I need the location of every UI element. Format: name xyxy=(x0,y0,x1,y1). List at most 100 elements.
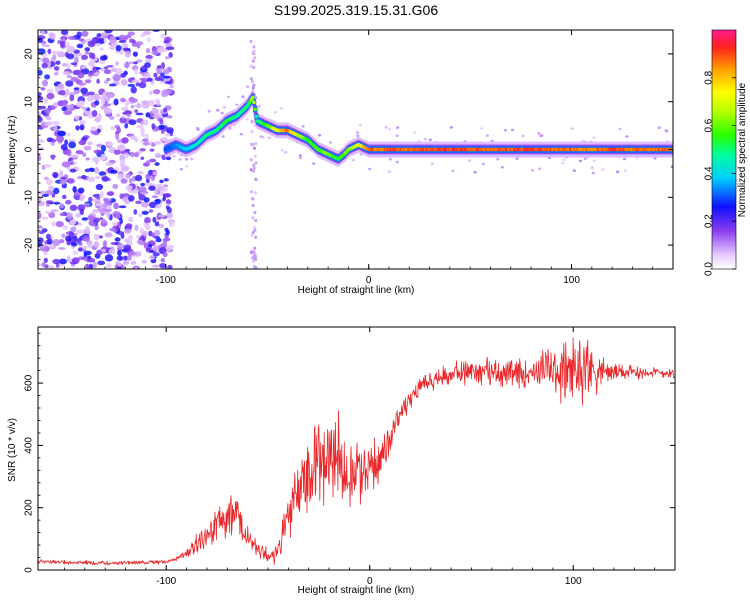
noise-blob xyxy=(74,69,82,73)
noise-blob xyxy=(95,202,102,207)
noise-blob xyxy=(76,31,82,38)
noise-blob xyxy=(78,100,85,107)
noise-blob xyxy=(163,178,169,182)
noise-blob xyxy=(81,30,89,37)
noise-blob xyxy=(312,162,316,165)
noise-blob xyxy=(165,245,173,252)
noise-blob xyxy=(66,178,75,184)
noise-blob xyxy=(43,250,48,256)
noise-blob xyxy=(110,126,115,130)
spectrogram-ylabel: Frequency (Hz) xyxy=(7,116,18,185)
noise-blob xyxy=(81,136,88,141)
snr-frame xyxy=(37,326,676,571)
noise-blob xyxy=(279,107,284,110)
noise-blob xyxy=(146,48,151,54)
noise-blob xyxy=(301,125,305,128)
noise-blob xyxy=(122,255,128,261)
noise-blob xyxy=(87,40,96,48)
y-tick-label: 20 xyxy=(24,48,35,60)
noise-blob xyxy=(69,161,74,165)
noise-blob xyxy=(251,86,255,90)
noise-blob xyxy=(119,116,127,124)
snr-panel: -100 0 100 0 200 400 600 Height of straight li… xyxy=(7,326,676,596)
noise-blob xyxy=(601,168,605,171)
noise-blob xyxy=(254,177,258,182)
noise-blob xyxy=(591,171,595,175)
noise-blob xyxy=(151,232,156,238)
noise-blob xyxy=(136,125,144,129)
noise-blob xyxy=(249,64,253,68)
noise-blob xyxy=(38,231,45,235)
noise-blob xyxy=(93,93,101,101)
noise-blob xyxy=(168,221,175,228)
noise-blob xyxy=(81,174,87,180)
noise-blob xyxy=(117,144,126,152)
noise-blob xyxy=(298,154,303,157)
y-tick-label: 0 xyxy=(24,146,35,152)
noise-blob xyxy=(151,107,157,114)
colorbar-tick-label: 0.2 xyxy=(704,214,715,228)
noise-blob xyxy=(100,105,107,110)
noise-blob xyxy=(252,52,256,56)
noise-blob xyxy=(136,235,141,239)
noise-blob xyxy=(77,247,83,252)
noise-blob xyxy=(117,261,122,267)
noise-blob xyxy=(140,127,145,134)
noise-blob xyxy=(106,263,112,269)
noise-blob xyxy=(106,211,111,219)
noise-blob xyxy=(93,241,100,249)
noise-blob xyxy=(144,134,149,140)
noise-blob xyxy=(79,197,84,201)
noise-blob xyxy=(625,135,629,138)
noise-blob xyxy=(169,84,174,89)
noise-blob xyxy=(351,158,356,162)
noise-blob xyxy=(155,198,161,205)
noise-blob xyxy=(157,186,164,191)
noise-blob xyxy=(70,242,78,247)
noise-blob xyxy=(131,79,140,83)
noise-blob xyxy=(154,230,160,236)
noise-blob xyxy=(93,72,100,76)
ridge-core xyxy=(254,114,259,119)
noise-blob xyxy=(38,111,41,116)
noise-blob xyxy=(84,51,90,55)
noise-blob xyxy=(235,103,239,107)
noise-blob xyxy=(78,187,85,194)
noise-blob xyxy=(252,65,256,70)
noise-blob xyxy=(284,151,288,154)
noise-blob xyxy=(84,79,92,84)
noise-blob xyxy=(254,235,258,239)
noise-blob xyxy=(151,50,159,55)
noise-blob xyxy=(117,250,122,257)
noise-blob xyxy=(52,258,61,265)
noise-blob xyxy=(57,130,66,137)
noise-blob xyxy=(74,56,79,64)
noise-blob xyxy=(387,170,391,173)
noise-blob xyxy=(42,79,48,87)
noise-blob xyxy=(251,250,255,254)
noise-blob xyxy=(253,191,257,195)
noise-blob xyxy=(496,157,500,161)
noise-blob xyxy=(167,219,175,224)
noise-blob xyxy=(220,111,224,115)
noise-blob xyxy=(251,216,255,220)
noise-blob xyxy=(388,157,392,161)
noise-blob xyxy=(65,41,70,49)
noise-blob xyxy=(38,138,43,143)
noise-blob xyxy=(79,120,86,126)
noise-blob xyxy=(160,128,165,134)
noise-blob xyxy=(664,129,668,132)
noise-blob xyxy=(38,262,42,267)
noise-blob xyxy=(152,171,158,176)
noise-blob xyxy=(56,135,65,143)
y-tick-label: -10 xyxy=(24,190,35,205)
noise-blob xyxy=(92,156,100,163)
noise-blob xyxy=(118,205,127,209)
ridge-core xyxy=(253,107,257,112)
noise-blob xyxy=(136,239,144,245)
noise-blob xyxy=(159,119,164,125)
noise-blob xyxy=(623,169,628,172)
noise-blob xyxy=(51,193,56,198)
colorbar-frame xyxy=(711,29,737,270)
